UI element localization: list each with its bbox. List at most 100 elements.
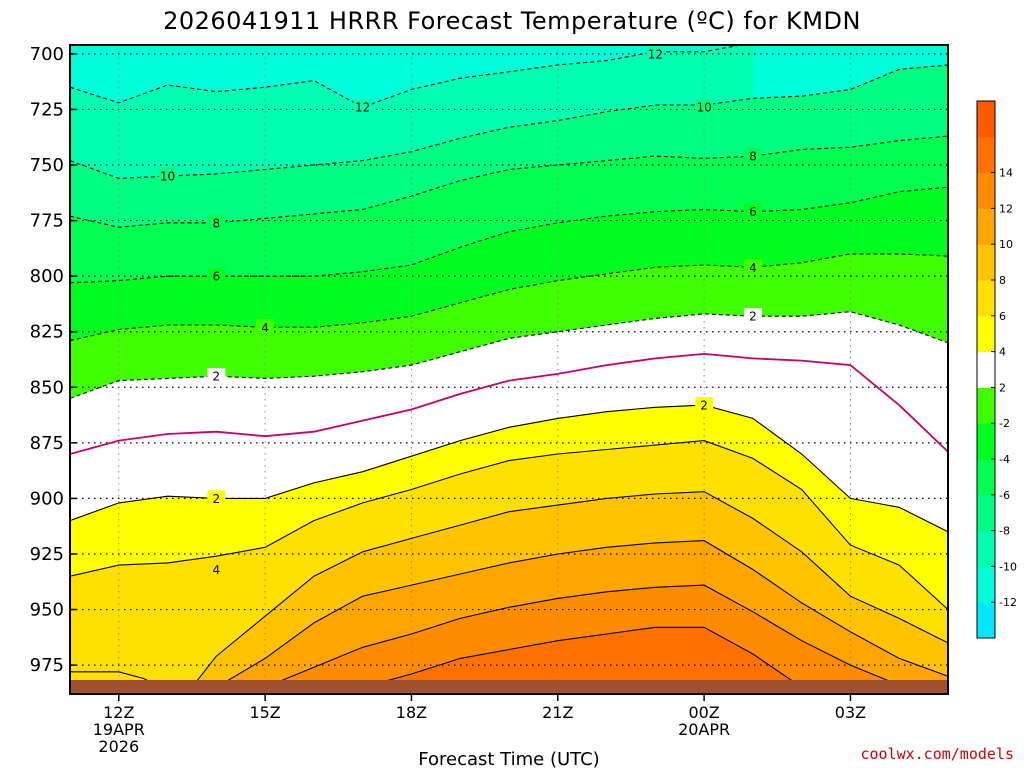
- contour-label-bg: [207, 368, 226, 385]
- colorbar-segment: [977, 244, 995, 281]
- colorbar-label: 2: [999, 381, 1006, 394]
- colorbar-segment: [977, 423, 995, 460]
- colorbar-label: -4: [999, 453, 1010, 466]
- colorbar-label: -6: [999, 489, 1010, 502]
- contour-label: 8: [213, 216, 221, 230]
- contour-line: [70, 440, 948, 610]
- ground-surface: [70, 680, 948, 694]
- contour-label-bg: [207, 561, 226, 578]
- contour-label: 2: [213, 370, 221, 384]
- colorbar-label: -12: [999, 596, 1017, 609]
- contour-label-bg: [743, 259, 762, 276]
- colorbar-segment: [977, 387, 995, 424]
- colorbar-segment: [977, 494, 995, 532]
- grid-lines: [70, 45, 948, 680]
- colorbar-segment: [977, 208, 995, 245]
- x-axis-label: Forecast Time (UTC): [418, 749, 599, 768]
- contour-label-bg: [695, 99, 714, 116]
- contour-label-bg: [743, 203, 762, 220]
- x-tick-label: 2026: [98, 737, 139, 756]
- colorbar-label: -10: [999, 560, 1017, 573]
- contour-line: [281, 584, 889, 680]
- credit-link[interactable]: coolwx.com/models: [860, 745, 1014, 763]
- temperature-fills: [70, 45, 948, 680]
- colorbar-label: 10: [999, 238, 1013, 251]
- colorbar-segment: [977, 280, 995, 317]
- contour-line: [196, 491, 948, 680]
- chart-title: 2026041911 HRRR Forecast Temperature (ºC…: [163, 7, 861, 35]
- colorbar-segment: [977, 351, 995, 388]
- y-axis: 700 725 750 775 800 825 850 875 900 925 950 975: [30, 44, 77, 676]
- contour-label: 4: [213, 563, 221, 577]
- y-tick-label: 850: [30, 377, 64, 398]
- colorbar-segment: [977, 136, 995, 174]
- contour-line: [227, 540, 948, 680]
- colorbar-segment: [977, 566, 995, 603]
- contour-label-bg: [207, 268, 226, 285]
- contour-label: 4: [261, 321, 269, 335]
- y-tick-label: 950: [30, 600, 64, 621]
- contour-label-bg: [207, 490, 226, 507]
- contour-label-bg: [646, 45, 665, 62]
- contour-label: 6: [749, 205, 757, 219]
- colorbar-segment: [977, 315, 995, 353]
- contour-label: 2: [700, 399, 708, 413]
- colorbar-label: 4: [999, 346, 1006, 359]
- contour-label-bg: [207, 214, 226, 231]
- colorbar-label: 6: [999, 310, 1006, 323]
- colorbar-segment: [977, 101, 995, 138]
- contour-label-bg: [743, 148, 762, 165]
- y-tick-label: 750: [30, 155, 64, 176]
- y-tick-label: 725: [30, 99, 64, 120]
- y-tick-label: 825: [30, 322, 64, 343]
- colorbar-label: 8: [999, 274, 1006, 287]
- x-tick-label: 20APR: [678, 720, 730, 739]
- contour-line: [70, 352, 948, 455]
- contour-line: [70, 253, 948, 342]
- contour-label: 2: [213, 492, 221, 506]
- contour-label: 6: [213, 270, 221, 284]
- colorbar-segment: [977, 530, 995, 567]
- colorbar-frame: [976, 100, 996, 639]
- colorbar-segment: [977, 602, 995, 639]
- colorbar-label: -2: [999, 417, 1010, 430]
- x-tick-label: 00Z: [688, 703, 719, 722]
- colorbar: -12 -10 -8 -6 -4 -2 2 4 6 8 10 12 14: [976, 100, 1017, 639]
- y-tick-label: 700: [30, 44, 64, 65]
- y-tick-label: 775: [30, 211, 64, 232]
- y-tick-label: 900: [30, 488, 64, 509]
- x-tick-label: 03Z: [835, 703, 866, 722]
- colorbar-segment: [977, 459, 995, 496]
- contour-label-bg: [158, 168, 177, 185]
- colorbar-label: -8: [999, 525, 1010, 538]
- contour-line: [70, 64, 948, 179]
- contour-label: 12: [355, 101, 370, 115]
- contour-line: [70, 671, 149, 680]
- y-tick-label: 925: [30, 544, 64, 565]
- contour-label: 2: [749, 310, 757, 324]
- band-fill: [389, 627, 792, 680]
- contour-label-bg: [256, 319, 275, 336]
- contour-label: 4: [749, 261, 757, 275]
- colorbar-segment: [977, 172, 995, 209]
- plot-frame: [69, 44, 949, 695]
- contour-label: 12: [648, 47, 663, 61]
- contour-line: [70, 45, 744, 108]
- x-tick-label: 15Z: [249, 703, 280, 722]
- colorbar-label: 14: [999, 167, 1013, 180]
- colorbar-label: 12: [999, 202, 1013, 215]
- contour-label: 8: [749, 150, 757, 164]
- y-tick-label: 975: [30, 655, 64, 676]
- x-tick-label: 19APR: [93, 720, 145, 739]
- contour-label-bg: [695, 397, 714, 414]
- x-tick-label: 21Z: [542, 703, 573, 722]
- x-tick-label: 12Z: [103, 703, 134, 722]
- contour-label: 10: [696, 101, 711, 115]
- contour-lines: 12 12 10 10 8 8 6 6 4 4 2 2 2 2 4: [70, 45, 948, 680]
- x-tick-label: 18Z: [396, 703, 427, 722]
- y-tick-label: 875: [30, 433, 64, 454]
- contour-line: [387, 626, 792, 680]
- y-tick-label: 800: [30, 266, 64, 287]
